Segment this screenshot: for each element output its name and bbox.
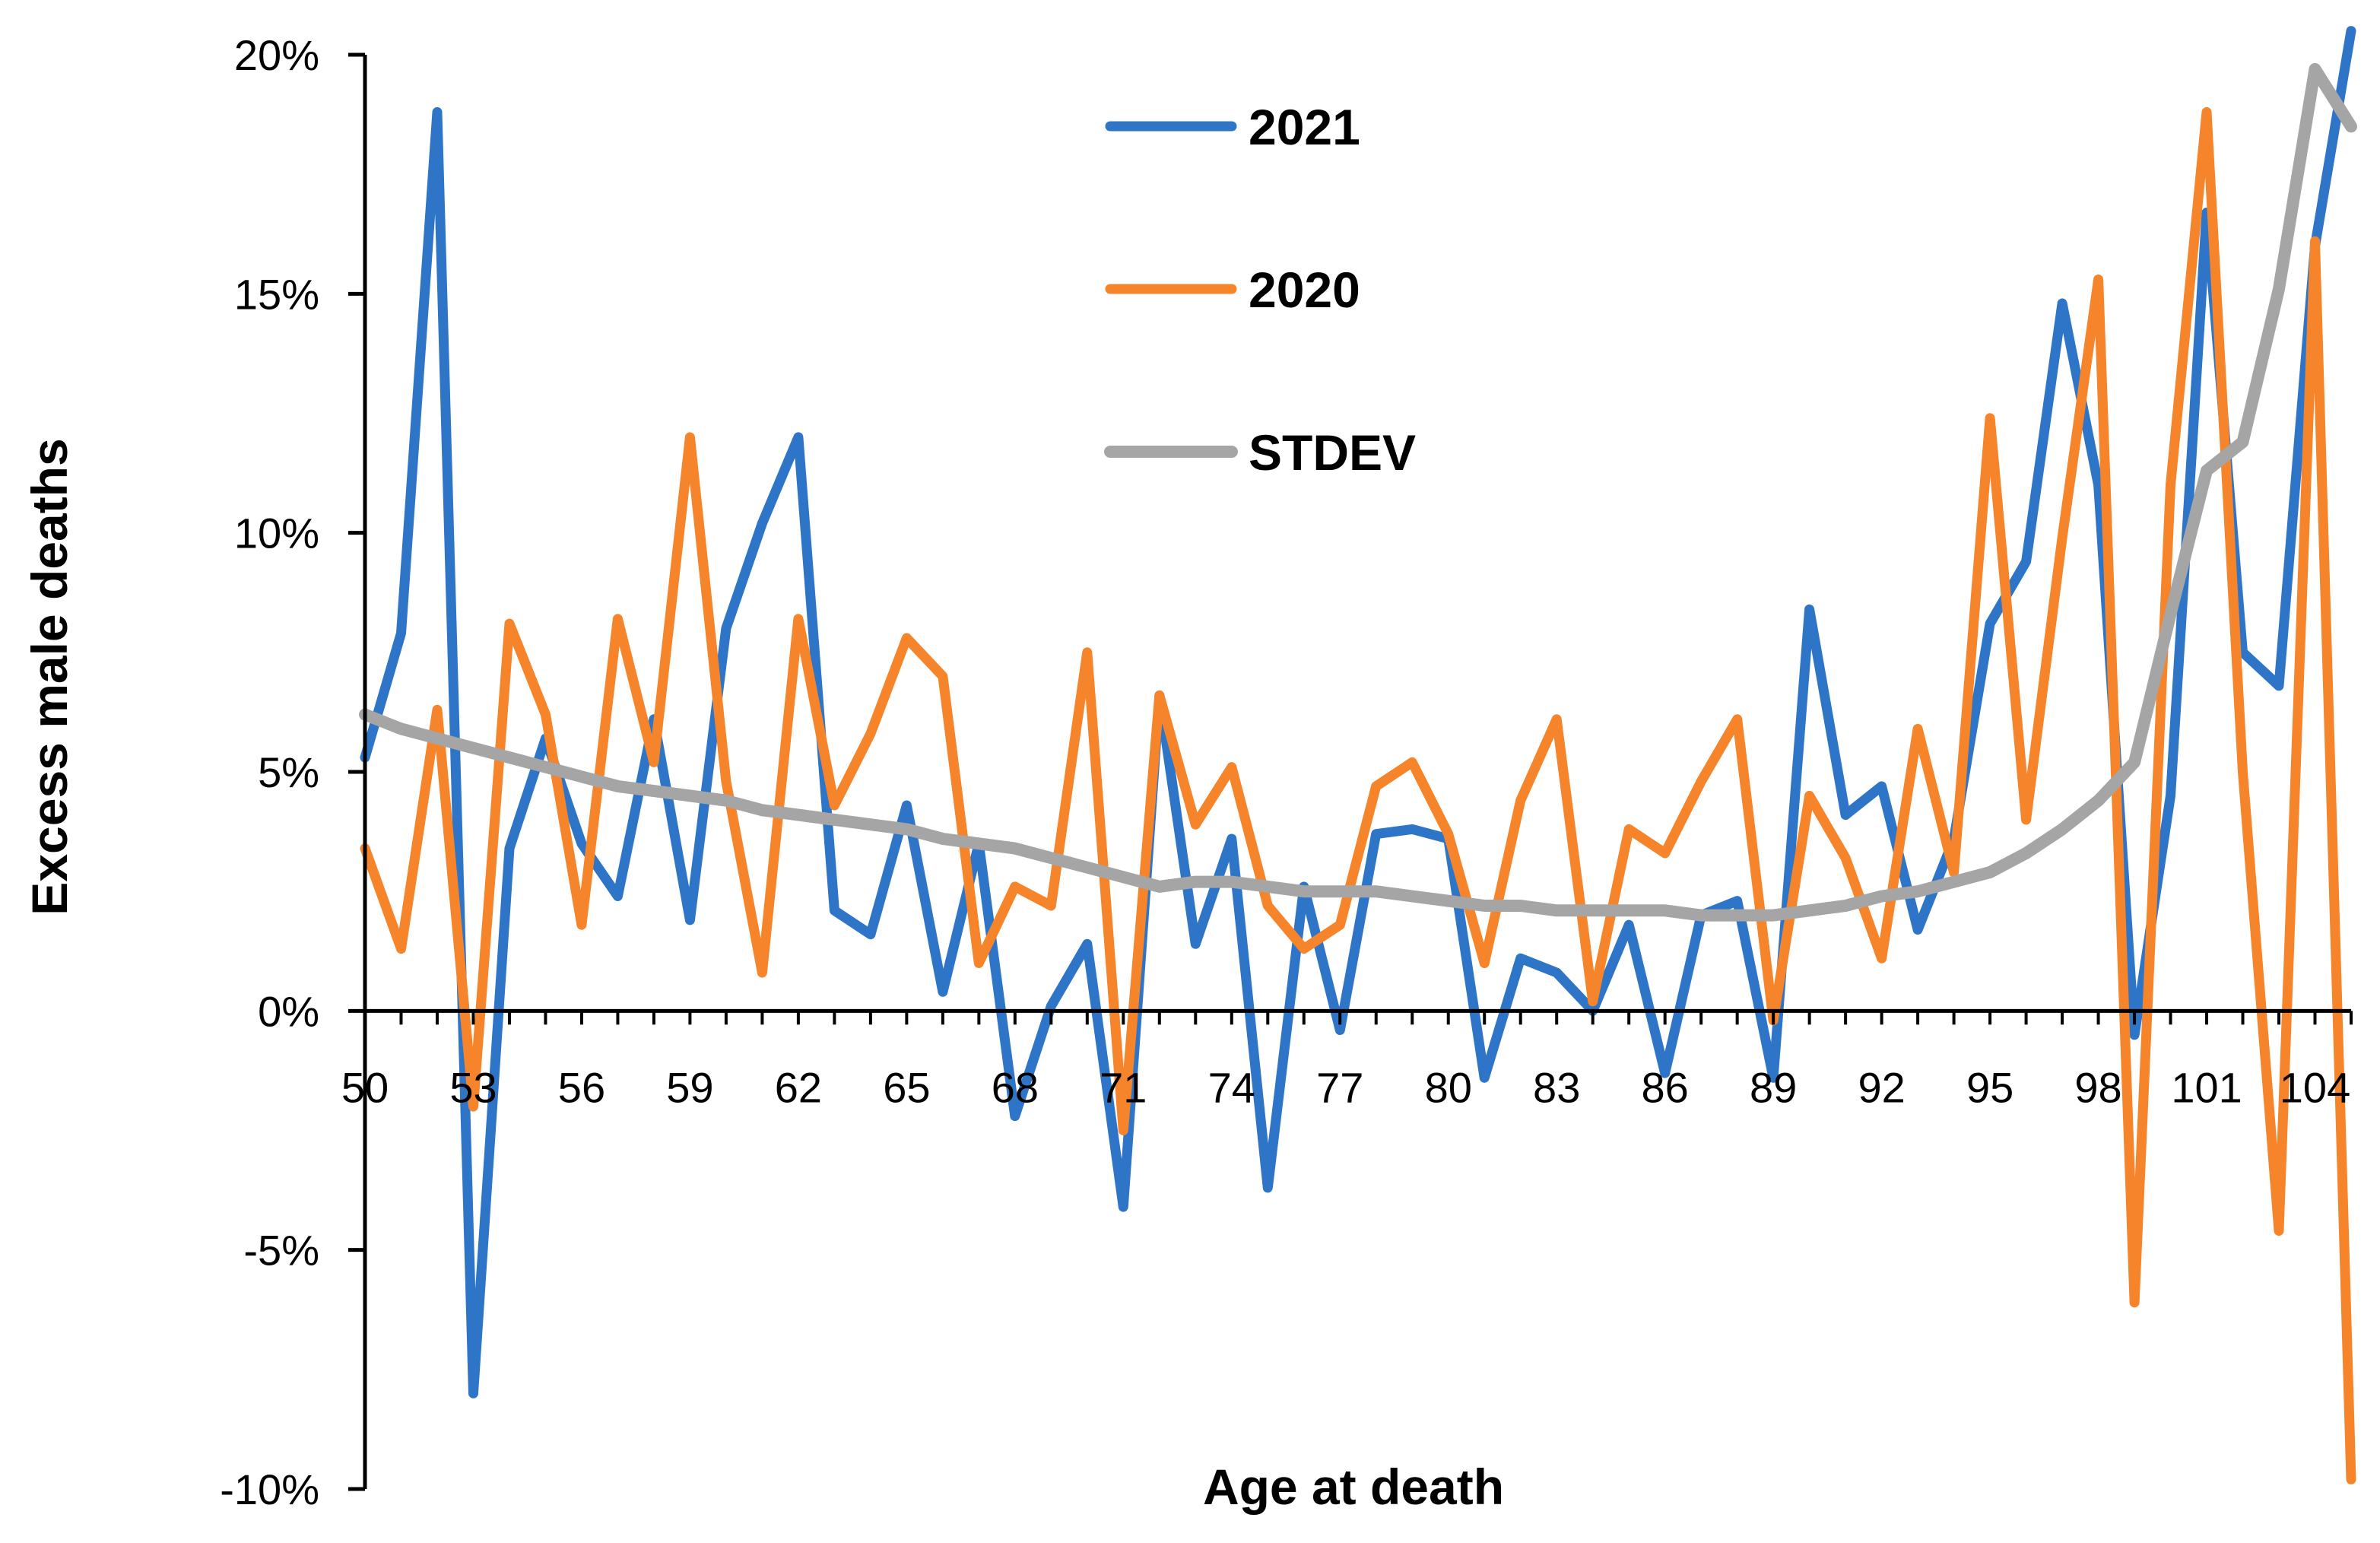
axes: 20% 15% 10% 5% 0% -5% -10% 50 53 56 59 62 65 68 71 74 77…	[220, 31, 2353, 1513]
y-tick-label: 0%	[258, 987, 319, 1035]
legend-label-2021: 2021	[1249, 99, 1360, 155]
y-tick-label: 10%	[234, 510, 319, 557]
y-tick-label: 5%	[258, 748, 319, 796]
x-tick-label: 95	[1966, 1063, 2013, 1111]
series-line-stdev	[359, 62, 2357, 922]
y-tick-label: -5%	[243, 1227, 319, 1275]
x-tick-label: 50	[341, 1063, 389, 1111]
x-tick-label: 86	[1642, 1063, 1689, 1111]
x-tick-label: 89	[1750, 1063, 1797, 1111]
y-tick-label: -10%	[220, 1465, 319, 1513]
legend-label-2020: 2020	[1249, 262, 1360, 318]
x-tick-label: 56	[558, 1063, 605, 1111]
x-tick-label: 68	[992, 1063, 1039, 1111]
x-tick-label: 59	[666, 1063, 713, 1111]
x-tick-label: 101	[2171, 1063, 2242, 1111]
x-tick-label: 62	[775, 1063, 822, 1111]
x-tick-label: 80	[1425, 1063, 1472, 1111]
x-tick-label: 104	[2280, 1063, 2350, 1111]
x-tick-label: 71	[1100, 1063, 1147, 1111]
x-axis-title: Age at death	[1203, 1459, 1504, 1515]
series-layer	[359, 26, 2357, 1484]
x-tick-label: 65	[883, 1063, 930, 1111]
x-tick-label: 83	[1533, 1063, 1580, 1111]
x-tick-label: 98	[2074, 1063, 2121, 1111]
x-tick-label: 74	[1208, 1063, 1255, 1111]
legend: 2021 2020 STDEV	[1104, 99, 1416, 481]
x-tick-label: 53	[449, 1063, 497, 1111]
x-tick-label: 92	[1858, 1063, 1905, 1111]
series-line-2021	[360, 26, 2356, 1399]
y-tick-label: 20%	[234, 31, 319, 79]
y-axis-title: Excess male deaths	[21, 438, 78, 915]
y-tick-label: 15%	[234, 270, 319, 318]
x-tick-label: 77	[1316, 1063, 1363, 1111]
legend-label-stdev: STDEV	[1249, 424, 1416, 481]
series-line-2020	[360, 106, 2356, 1484]
